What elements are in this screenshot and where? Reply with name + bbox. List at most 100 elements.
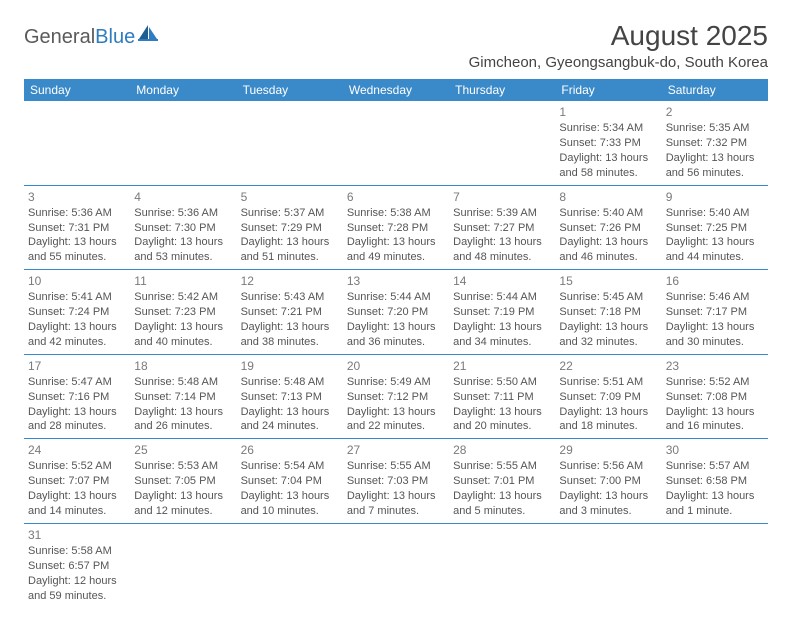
day-number: 15	[559, 273, 657, 289]
sunrise-line: Sunrise: 5:55 AM	[453, 459, 551, 474]
daylight-line: Daylight: 13 hours	[453, 489, 551, 504]
day-number: 1	[559, 104, 657, 120]
sunset-line: Sunset: 7:09 PM	[559, 390, 657, 405]
calendar-page: General Blue August 2025 Gimcheon, Gyeon…	[0, 0, 792, 617]
daylight-line: Daylight: 13 hours	[28, 489, 126, 504]
day-header: Saturday	[662, 79, 768, 101]
daylight-line: Daylight: 13 hours	[559, 320, 657, 335]
daylight-line: Daylight: 13 hours	[453, 405, 551, 420]
sunrise-line: Sunrise: 5:38 AM	[347, 206, 445, 221]
sunrise-line: Sunrise: 5:51 AM	[559, 375, 657, 390]
calendar-cell: 6Sunrise: 5:38 AMSunset: 7:28 PMDaylight…	[343, 185, 449, 270]
day-header: Friday	[555, 79, 661, 101]
sunrise-line: Sunrise: 5:53 AM	[134, 459, 232, 474]
brand-blue: Blue	[95, 26, 135, 49]
daylight-line: Daylight: 13 hours	[28, 320, 126, 335]
sunrise-line: Sunrise: 5:36 AM	[134, 206, 232, 221]
day-number: 20	[347, 358, 445, 374]
day-number: 28	[453, 442, 551, 458]
calendar-cell: 4Sunrise: 5:36 AMSunset: 7:30 PMDaylight…	[130, 185, 236, 270]
calendar-cell: 20Sunrise: 5:49 AMSunset: 7:12 PMDayligh…	[343, 354, 449, 439]
sunset-line: Sunset: 7:21 PM	[241, 305, 339, 320]
calendar-cell: 2Sunrise: 5:35 AMSunset: 7:32 PMDaylight…	[662, 101, 768, 185]
calendar-week: 31Sunrise: 5:58 AMSunset: 6:57 PMDayligh…	[24, 523, 768, 607]
calendar-cell: 19Sunrise: 5:48 AMSunset: 7:13 PMDayligh…	[237, 354, 343, 439]
daylight-line: and 24 minutes.	[241, 419, 339, 434]
daylight-line: Daylight: 12 hours	[28, 574, 126, 589]
sunrise-line: Sunrise: 5:57 AM	[666, 459, 764, 474]
calendar-cell: 13Sunrise: 5:44 AMSunset: 7:20 PMDayligh…	[343, 270, 449, 355]
daylight-line: and 30 minutes.	[666, 335, 764, 350]
daylight-line: Daylight: 13 hours	[347, 405, 445, 420]
sunrise-line: Sunrise: 5:41 AM	[28, 290, 126, 305]
daylight-line: and 46 minutes.	[559, 250, 657, 265]
calendar-cell	[237, 101, 343, 185]
daylight-line: Daylight: 13 hours	[666, 235, 764, 250]
sunset-line: Sunset: 7:23 PM	[134, 305, 232, 320]
daylight-line: and 5 minutes.	[453, 504, 551, 519]
day-number: 4	[134, 189, 232, 205]
calendar-cell: 26Sunrise: 5:54 AMSunset: 7:04 PMDayligh…	[237, 439, 343, 524]
daylight-line: and 34 minutes.	[453, 335, 551, 350]
daylight-line: and 7 minutes.	[347, 504, 445, 519]
calendar-week: 24Sunrise: 5:52 AMSunset: 7:07 PMDayligh…	[24, 439, 768, 524]
sunrise-line: Sunrise: 5:56 AM	[559, 459, 657, 474]
sunset-line: Sunset: 7:24 PM	[28, 305, 126, 320]
sunset-line: Sunset: 7:33 PM	[559, 136, 657, 151]
day-number: 25	[134, 442, 232, 458]
daylight-line: and 55 minutes.	[28, 250, 126, 265]
calendar-cell	[343, 101, 449, 185]
daylight-line: and 1 minute.	[666, 504, 764, 519]
day-number: 30	[666, 442, 764, 458]
sunset-line: Sunset: 7:26 PM	[559, 221, 657, 236]
daylight-line: and 16 minutes.	[666, 419, 764, 434]
calendar-cell	[449, 101, 555, 185]
day-number: 9	[666, 189, 764, 205]
sunrise-line: Sunrise: 5:55 AM	[347, 459, 445, 474]
sunset-line: Sunset: 7:00 PM	[559, 474, 657, 489]
daylight-line: Daylight: 13 hours	[453, 320, 551, 335]
day-number: 26	[241, 442, 339, 458]
day-number: 11	[134, 273, 232, 289]
day-number: 5	[241, 189, 339, 205]
daylight-line: Daylight: 13 hours	[347, 235, 445, 250]
day-number: 22	[559, 358, 657, 374]
sunrise-line: Sunrise: 5:49 AM	[347, 375, 445, 390]
sail-icon	[137, 23, 159, 48]
calendar-cell: 28Sunrise: 5:55 AMSunset: 7:01 PMDayligh…	[449, 439, 555, 524]
sunset-line: Sunset: 7:28 PM	[347, 221, 445, 236]
daylight-line: and 14 minutes.	[28, 504, 126, 519]
daylight-line: and 58 minutes.	[559, 166, 657, 181]
day-number: 6	[347, 189, 445, 205]
calendar-cell	[555, 523, 661, 607]
day-number: 17	[28, 358, 126, 374]
calendar-cell: 14Sunrise: 5:44 AMSunset: 7:19 PMDayligh…	[449, 270, 555, 355]
day-number: 13	[347, 273, 445, 289]
sunrise-line: Sunrise: 5:43 AM	[241, 290, 339, 305]
sunset-line: Sunset: 7:31 PM	[28, 221, 126, 236]
calendar-cell	[343, 523, 449, 607]
calendar-cell: 15Sunrise: 5:45 AMSunset: 7:18 PMDayligh…	[555, 270, 661, 355]
calendar-cell: 8Sunrise: 5:40 AMSunset: 7:26 PMDaylight…	[555, 185, 661, 270]
day-number: 16	[666, 273, 764, 289]
sunrise-line: Sunrise: 5:42 AM	[134, 290, 232, 305]
sunrise-line: Sunrise: 5:54 AM	[241, 459, 339, 474]
daylight-line: Daylight: 13 hours	[559, 151, 657, 166]
daylight-line: Daylight: 13 hours	[347, 320, 445, 335]
day-number: 31	[28, 527, 126, 543]
daylight-line: and 18 minutes.	[559, 419, 657, 434]
calendar-cell: 21Sunrise: 5:50 AMSunset: 7:11 PMDayligh…	[449, 354, 555, 439]
calendar-cell: 3Sunrise: 5:36 AMSunset: 7:31 PMDaylight…	[24, 185, 130, 270]
daylight-line: and 26 minutes.	[134, 419, 232, 434]
day-number: 8	[559, 189, 657, 205]
day-number: 7	[453, 189, 551, 205]
day-number: 23	[666, 358, 764, 374]
daylight-line: and 10 minutes.	[241, 504, 339, 519]
day-header: Wednesday	[343, 79, 449, 101]
daylight-line: Daylight: 13 hours	[347, 489, 445, 504]
day-number: 19	[241, 358, 339, 374]
sunrise-line: Sunrise: 5:35 AM	[666, 121, 764, 136]
sunset-line: Sunset: 7:27 PM	[453, 221, 551, 236]
sunrise-line: Sunrise: 5:48 AM	[241, 375, 339, 390]
sunrise-line: Sunrise: 5:45 AM	[559, 290, 657, 305]
